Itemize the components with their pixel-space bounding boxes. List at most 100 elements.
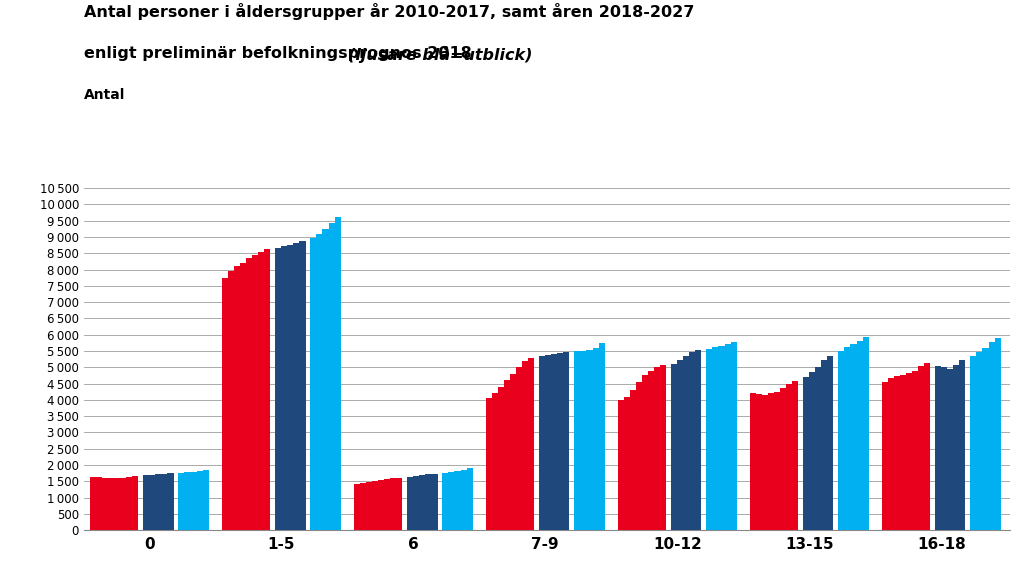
Bar xyxy=(454,471,460,530)
Bar xyxy=(618,401,624,530)
Bar xyxy=(586,349,592,530)
Bar xyxy=(671,364,677,530)
Text: Antal personer i åldersgrupper år 2010-2017, samt åren 2018-2027: Antal personer i åldersgrupper år 2010-2… xyxy=(84,3,695,20)
Bar xyxy=(774,392,781,530)
Bar xyxy=(690,352,696,530)
Bar xyxy=(803,377,809,530)
Bar xyxy=(253,255,258,530)
Bar xyxy=(706,349,712,530)
Bar xyxy=(300,241,306,530)
Text: enligt preliminär befolkningsprognos 2018: enligt preliminär befolkningsprognos 201… xyxy=(84,46,478,60)
Bar xyxy=(982,348,988,530)
Bar xyxy=(960,360,966,530)
Bar xyxy=(558,353,564,530)
Bar xyxy=(598,344,605,530)
Bar xyxy=(222,278,228,530)
Bar xyxy=(102,478,108,530)
Bar xyxy=(419,475,426,530)
Bar xyxy=(649,370,655,530)
Bar xyxy=(390,478,396,530)
Text: (ljusare blå=utblick): (ljusare blå=utblick) xyxy=(348,46,533,63)
Bar xyxy=(498,387,504,530)
Bar xyxy=(275,248,281,530)
Bar xyxy=(821,360,828,530)
Bar xyxy=(281,246,287,530)
Bar xyxy=(592,348,598,530)
Bar xyxy=(426,474,432,530)
Bar xyxy=(988,343,994,530)
Bar xyxy=(366,482,372,530)
Bar xyxy=(372,481,379,530)
Bar xyxy=(121,478,126,530)
Bar xyxy=(203,470,209,530)
Bar xyxy=(882,381,888,530)
Bar xyxy=(900,375,906,530)
Bar xyxy=(655,367,660,530)
Bar xyxy=(517,367,523,530)
Bar xyxy=(919,367,925,530)
Bar xyxy=(630,390,636,530)
Bar xyxy=(683,356,690,530)
Bar xyxy=(335,217,341,530)
Bar xyxy=(143,475,149,530)
Bar xyxy=(564,352,570,530)
Bar xyxy=(247,258,253,530)
Bar xyxy=(976,352,982,530)
Bar xyxy=(781,388,787,530)
Bar xyxy=(240,263,247,530)
Bar xyxy=(953,365,960,530)
Bar xyxy=(793,381,798,530)
Bar xyxy=(994,337,1000,530)
Bar xyxy=(642,376,649,530)
Bar xyxy=(838,351,844,530)
Bar xyxy=(906,373,913,530)
Bar xyxy=(580,351,586,530)
Bar xyxy=(935,365,941,530)
Bar xyxy=(913,371,919,530)
Bar xyxy=(460,470,466,530)
Bar xyxy=(486,398,492,530)
Bar xyxy=(551,353,558,530)
Bar xyxy=(407,477,413,530)
Bar xyxy=(504,380,510,530)
Bar xyxy=(828,356,834,530)
Bar xyxy=(850,344,856,530)
Bar xyxy=(287,245,294,530)
Bar xyxy=(162,474,168,530)
Bar xyxy=(442,473,448,530)
Bar xyxy=(149,475,155,530)
Bar xyxy=(787,384,793,530)
Bar xyxy=(190,472,196,530)
Bar xyxy=(624,397,630,530)
Bar xyxy=(925,363,930,530)
Bar xyxy=(448,472,454,530)
Bar xyxy=(696,350,702,530)
Bar xyxy=(264,249,270,530)
Bar xyxy=(844,347,850,530)
Text: Antal: Antal xyxy=(84,88,125,103)
Bar xyxy=(730,343,737,530)
Bar xyxy=(545,355,551,530)
Bar xyxy=(947,369,953,530)
Bar xyxy=(108,478,115,530)
Bar xyxy=(432,474,438,530)
Bar xyxy=(971,356,976,530)
Bar xyxy=(96,477,102,530)
Bar xyxy=(155,474,162,530)
Bar xyxy=(888,378,894,530)
Bar xyxy=(762,395,768,530)
Bar xyxy=(184,473,190,530)
Bar xyxy=(379,480,385,530)
Bar xyxy=(636,382,642,530)
Bar xyxy=(539,356,545,530)
Bar xyxy=(132,476,138,530)
Bar xyxy=(90,477,96,530)
Bar xyxy=(310,238,316,530)
Bar xyxy=(228,271,234,530)
Bar xyxy=(768,393,774,530)
Bar xyxy=(660,365,666,530)
Bar xyxy=(677,360,683,530)
Bar xyxy=(234,266,240,530)
Bar xyxy=(466,468,473,530)
Bar xyxy=(528,358,534,530)
